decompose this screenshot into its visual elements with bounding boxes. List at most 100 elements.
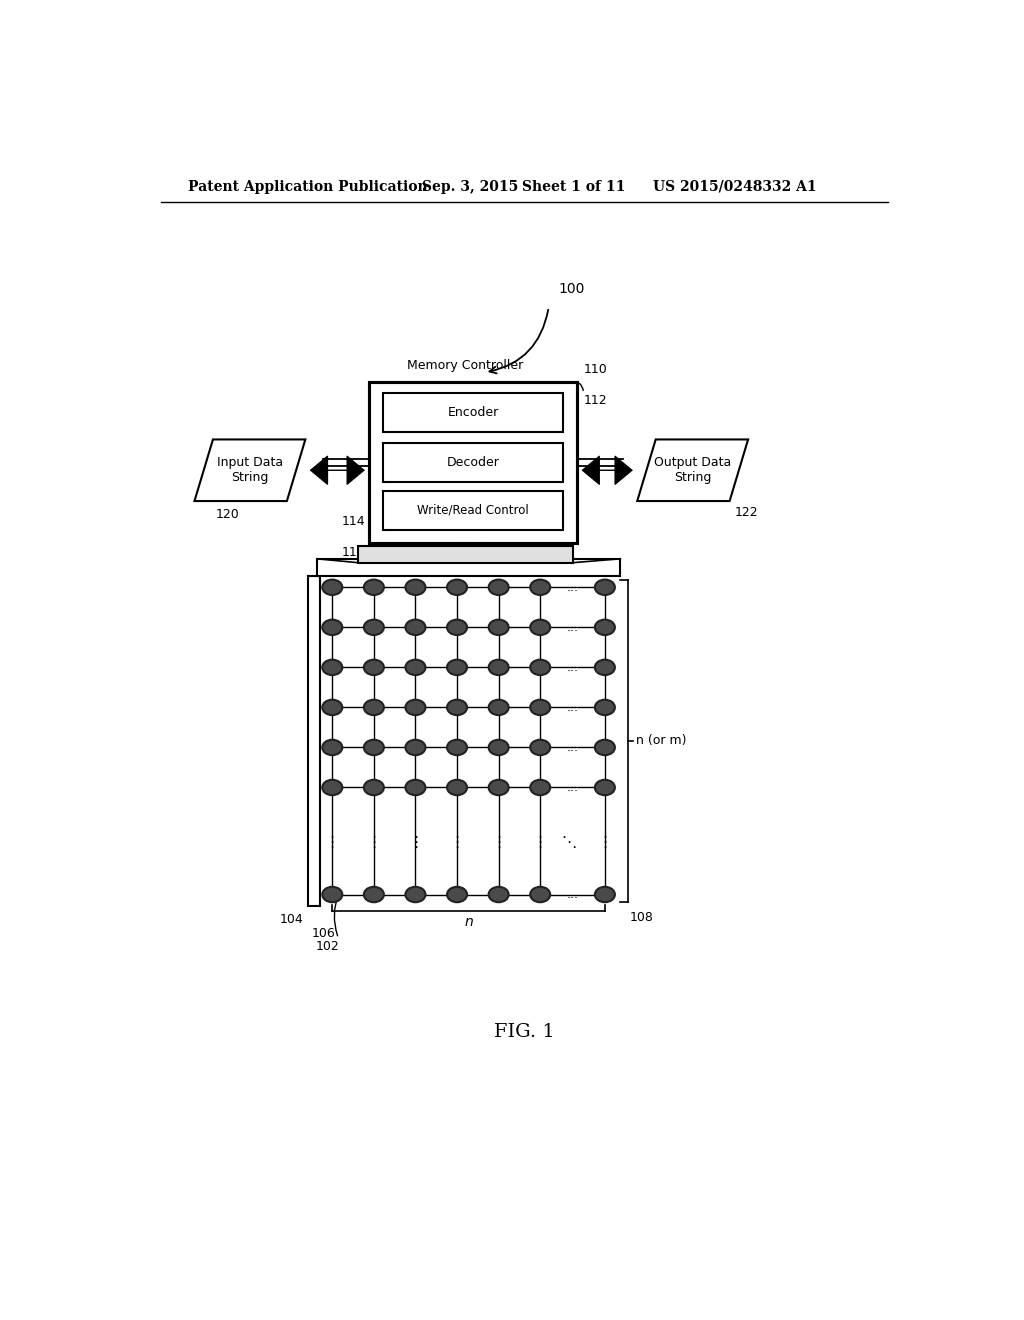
Text: Write/Read Control: Write/Read Control	[418, 504, 529, 517]
Text: ⋮: ⋮	[532, 836, 548, 850]
Ellipse shape	[530, 887, 550, 903]
Ellipse shape	[406, 739, 425, 755]
Ellipse shape	[447, 619, 467, 635]
Bar	[383, 491, 563, 529]
Text: Sheet 1 of 11: Sheet 1 of 11	[521, 180, 625, 194]
FancyArrowPatch shape	[334, 895, 339, 936]
FancyArrowPatch shape	[489, 310, 548, 374]
Ellipse shape	[406, 579, 425, 595]
Ellipse shape	[323, 579, 342, 595]
Text: ⋮: ⋮	[408, 836, 423, 850]
Ellipse shape	[447, 739, 467, 755]
Text: ...: ...	[566, 888, 579, 902]
Ellipse shape	[323, 780, 342, 795]
Ellipse shape	[488, 887, 509, 903]
Text: 110: 110	[584, 363, 607, 376]
Bar	[316, 558, 621, 576]
Text: ⋮: ⋮	[597, 836, 612, 850]
Ellipse shape	[323, 700, 342, 715]
Text: FIG. 1: FIG. 1	[495, 1023, 555, 1041]
Ellipse shape	[595, 887, 614, 903]
Bar	[370, 381, 578, 544]
Bar	[307, 576, 319, 906]
Polygon shape	[195, 440, 305, 502]
Ellipse shape	[447, 887, 467, 903]
Ellipse shape	[364, 700, 384, 715]
Ellipse shape	[323, 619, 342, 635]
FancyArrowPatch shape	[583, 457, 632, 484]
Ellipse shape	[364, 579, 384, 595]
Ellipse shape	[447, 579, 467, 595]
Ellipse shape	[406, 660, 425, 675]
Ellipse shape	[323, 660, 342, 675]
Text: ...: ...	[566, 581, 579, 594]
Ellipse shape	[530, 660, 550, 675]
Text: Decoder: Decoder	[446, 455, 500, 469]
Ellipse shape	[447, 660, 467, 675]
Ellipse shape	[595, 739, 614, 755]
Ellipse shape	[406, 619, 425, 635]
FancyArrowPatch shape	[370, 511, 380, 516]
Ellipse shape	[595, 619, 614, 635]
Ellipse shape	[488, 579, 509, 595]
Text: n (or m): n (or m)	[636, 734, 686, 747]
Text: 108: 108	[630, 911, 653, 924]
Ellipse shape	[595, 660, 614, 675]
Text: ⋮: ⋮	[490, 836, 506, 850]
Ellipse shape	[530, 739, 550, 755]
Ellipse shape	[406, 700, 425, 715]
Bar	[357, 545, 573, 562]
Text: Encoder: Encoder	[447, 407, 499, 418]
Text: 112: 112	[584, 395, 607, 408]
Ellipse shape	[406, 887, 425, 903]
Text: ⋱: ⋱	[561, 836, 577, 850]
Text: 102: 102	[315, 940, 339, 953]
Text: 116: 116	[342, 546, 366, 560]
Text: Sep. 3, 2015: Sep. 3, 2015	[422, 180, 518, 194]
Ellipse shape	[488, 780, 509, 795]
Text: Output Data
String: Output Data String	[654, 457, 731, 484]
Text: 122: 122	[735, 506, 759, 519]
Ellipse shape	[530, 619, 550, 635]
Ellipse shape	[406, 780, 425, 795]
Text: ⋮: ⋮	[325, 836, 340, 850]
FancyArrowPatch shape	[310, 457, 364, 484]
Ellipse shape	[488, 700, 509, 715]
Text: US 2015/0248332 A1: US 2015/0248332 A1	[652, 180, 816, 194]
Text: ...: ...	[566, 701, 579, 714]
Ellipse shape	[364, 780, 384, 795]
Text: Input Data
String: Input Data String	[217, 457, 283, 484]
Ellipse shape	[364, 739, 384, 755]
Ellipse shape	[364, 660, 384, 675]
Text: ...: ...	[566, 781, 579, 795]
Ellipse shape	[595, 700, 614, 715]
Ellipse shape	[447, 780, 467, 795]
Text: 114: 114	[342, 515, 366, 528]
Ellipse shape	[488, 739, 509, 755]
Text: 100: 100	[559, 282, 585, 296]
Text: Memory Controller: Memory Controller	[408, 359, 523, 372]
Ellipse shape	[447, 700, 467, 715]
Ellipse shape	[323, 739, 342, 755]
Polygon shape	[637, 440, 749, 502]
Text: ⋮: ⋮	[450, 836, 465, 850]
Text: 120: 120	[215, 508, 239, 521]
Text: 106: 106	[311, 927, 335, 940]
FancyArrowPatch shape	[580, 383, 584, 391]
Ellipse shape	[530, 700, 550, 715]
Ellipse shape	[530, 780, 550, 795]
Text: ...: ...	[566, 741, 579, 754]
Text: 104: 104	[280, 913, 304, 927]
Ellipse shape	[364, 887, 384, 903]
Text: ⋮: ⋮	[367, 836, 382, 850]
Ellipse shape	[595, 579, 614, 595]
Bar	[383, 393, 563, 432]
Ellipse shape	[364, 619, 384, 635]
Text: ...: ...	[566, 661, 579, 675]
Text: ...: ...	[566, 620, 579, 634]
Text: Patent Application Publication: Patent Application Publication	[188, 180, 428, 194]
Ellipse shape	[595, 780, 614, 795]
Ellipse shape	[488, 619, 509, 635]
Text: n: n	[464, 915, 473, 929]
Bar	[383, 444, 563, 482]
